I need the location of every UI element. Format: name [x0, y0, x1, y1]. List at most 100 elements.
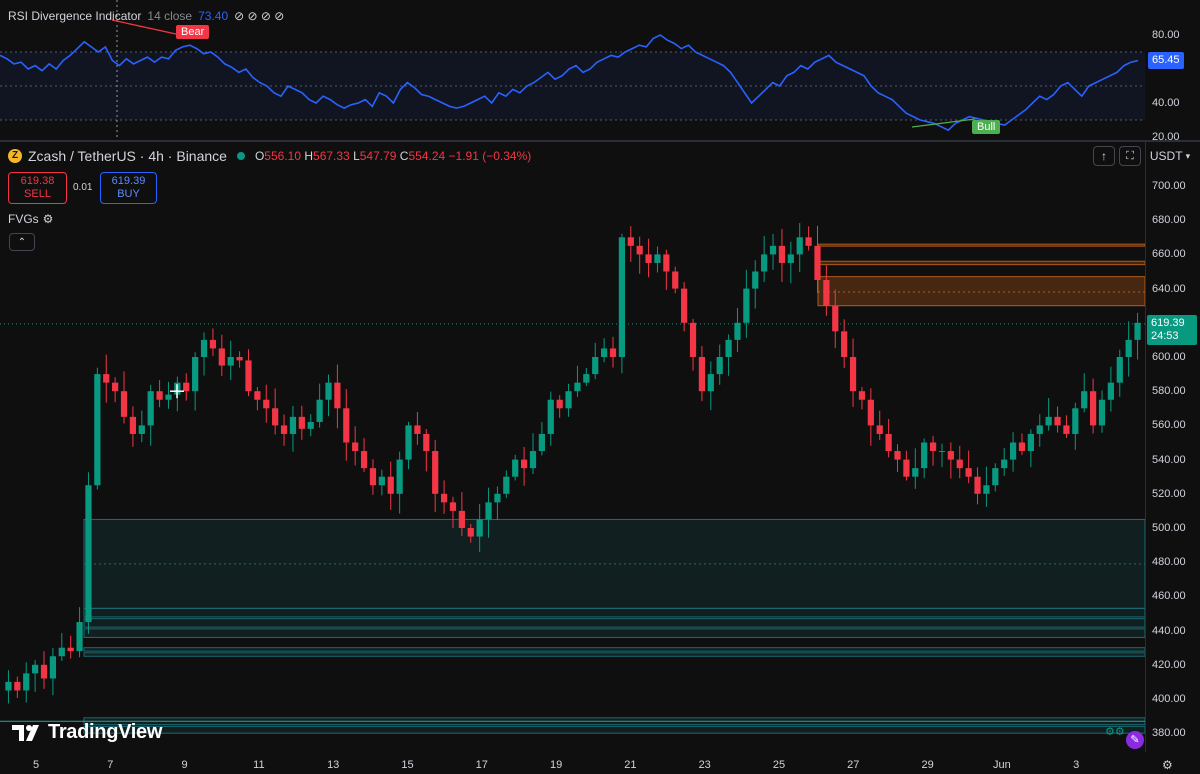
rsi-pane[interactable]: RSI Divergence Indicator 14 close 73.40 … — [0, 0, 1200, 143]
candle-body — [1081, 391, 1088, 409]
visibility-icon[interactable]: ⚙⚙ — [1105, 726, 1125, 738]
magic-wand-icon[interactable]: ✎ — [1126, 731, 1144, 749]
price-tick: 480.00 — [1152, 556, 1186, 569]
time-tick: 23 — [698, 759, 711, 771]
fvg-zone-bearish — [817, 243, 1145, 247]
rsi-params: 14 close — [147, 9, 193, 23]
candle-body — [440, 493, 448, 503]
axis-settings-icon[interactable]: ⚙ — [1162, 758, 1173, 772]
price-tick: 560.00 — [1152, 419, 1186, 432]
candle-body — [112, 382, 119, 392]
candle-body — [236, 357, 243, 361]
candle-body — [49, 656, 57, 679]
candle-body — [858, 391, 866, 400]
candle-body — [476, 519, 483, 537]
price-tick: 500.00 — [1152, 522, 1186, 534]
candle-body — [263, 399, 270, 409]
candle-body — [1045, 416, 1052, 426]
bear-label: Bear — [176, 25, 210, 39]
candle-body — [183, 382, 190, 392]
tradingview-logo[interactable]: TradingView — [12, 721, 162, 744]
symbol-legend[interactable]: Z Zcash / TetherUS · 4h · Binance O556.1… — [8, 148, 531, 164]
fvg-zone-bullish — [83, 647, 1145, 652]
candle-body — [298, 416, 305, 429]
sell-button[interactable]: 619.38 SELL — [8, 172, 67, 204]
chevron-down-icon: ▾ — [1185, 150, 1191, 161]
candle-body — [903, 459, 910, 477]
candle-body — [885, 433, 892, 452]
price-tick: 400.00 — [1152, 693, 1186, 705]
currency-select[interactable]: USDT ▾ — [1146, 146, 1194, 166]
fvg-zone-bullish — [83, 607, 1145, 618]
rsi-chart — [0, 0, 1145, 140]
candle-body — [974, 476, 981, 494]
price-chart — [0, 223, 1145, 734]
candle-body — [1054, 416, 1061, 426]
candle-body — [396, 459, 403, 494]
maximize-pane-button[interactable]: ⛶ — [1119, 146, 1141, 166]
buy-label: BUY — [117, 188, 140, 200]
candle-body — [654, 254, 661, 263]
price-tick: 700.00 — [1152, 180, 1186, 192]
candle-body — [289, 416, 297, 434]
candle-body — [76, 622, 83, 652]
fvgs-indicator-legend[interactable]: FVGs ⚙ — [8, 212, 53, 226]
candle-body — [369, 468, 377, 486]
collapse-legend-button[interactable]: ⌃ — [9, 233, 35, 251]
candle-body — [94, 374, 101, 486]
candle-body — [1036, 425, 1043, 434]
pane-separator[interactable] — [0, 140, 1200, 142]
candle-body — [752, 271, 759, 289]
move-up-button[interactable]: ↑ — [1093, 146, 1115, 166]
sell-label: SELL — [24, 188, 51, 200]
price-tick: 600.00 — [1152, 351, 1186, 363]
rsi-current-value: 65.45 — [1148, 52, 1184, 69]
candle-body — [40, 664, 48, 679]
tradingview-mark-icon — [12, 724, 39, 741]
candle-body — [983, 485, 990, 494]
time-tick: 3 — [1073, 759, 1080, 771]
time-axis[interactable] — [0, 752, 1200, 774]
candle-body — [1125, 339, 1132, 357]
candle-body — [876, 425, 883, 434]
fvg-zone-bearish — [817, 260, 1145, 266]
candle-body — [449, 502, 457, 511]
settings-icon[interactable]: ⚙ — [42, 212, 54, 226]
time-tick: 21 — [624, 759, 637, 771]
candle-body — [1063, 425, 1070, 434]
candle-body — [672, 271, 679, 289]
buy-price: 619.39 — [111, 175, 146, 187]
candle-body — [663, 254, 670, 272]
candle-body — [1134, 322, 1141, 340]
candle-body — [965, 468, 972, 477]
candle-body — [547, 399, 554, 434]
price-tick: 420.00 — [1152, 658, 1186, 671]
main-chart-pane[interactable] — [0, 142, 1200, 752]
candle-body — [334, 382, 341, 409]
candle-body — [120, 391, 128, 417]
candle-body — [414, 425, 421, 434]
price-tick: 540.00 — [1152, 453, 1186, 466]
sell-price: 619.38 — [20, 175, 55, 187]
rsi-legend[interactable]: RSI Divergence Indicator 14 close 73.40 … — [8, 9, 284, 23]
candle-body — [165, 394, 172, 400]
candle-body — [841, 331, 848, 357]
candle-body — [1089, 391, 1097, 426]
candle-body — [494, 493, 501, 503]
candle-body — [485, 502, 492, 520]
candle-body — [592, 357, 599, 375]
current-price-tag: 619.39 24:53 — [1147, 315, 1197, 345]
hidden-icon[interactable]: ⊘ ⊘ ⊘ ⊘ — [234, 9, 285, 23]
candle-body — [32, 664, 39, 674]
candle-body — [378, 476, 385, 486]
candle-body — [5, 681, 12, 691]
candle-body — [1009, 442, 1017, 460]
buy-button[interactable]: 619.39 BUY — [100, 172, 157, 204]
candle-body — [1027, 433, 1034, 452]
candle-body — [200, 339, 208, 357]
time-tick: 17 — [475, 759, 488, 771]
candle-body — [1107, 382, 1114, 400]
time-tick: 15 — [401, 759, 414, 771]
candle-body — [814, 245, 821, 281]
candle-body — [565, 391, 572, 409]
